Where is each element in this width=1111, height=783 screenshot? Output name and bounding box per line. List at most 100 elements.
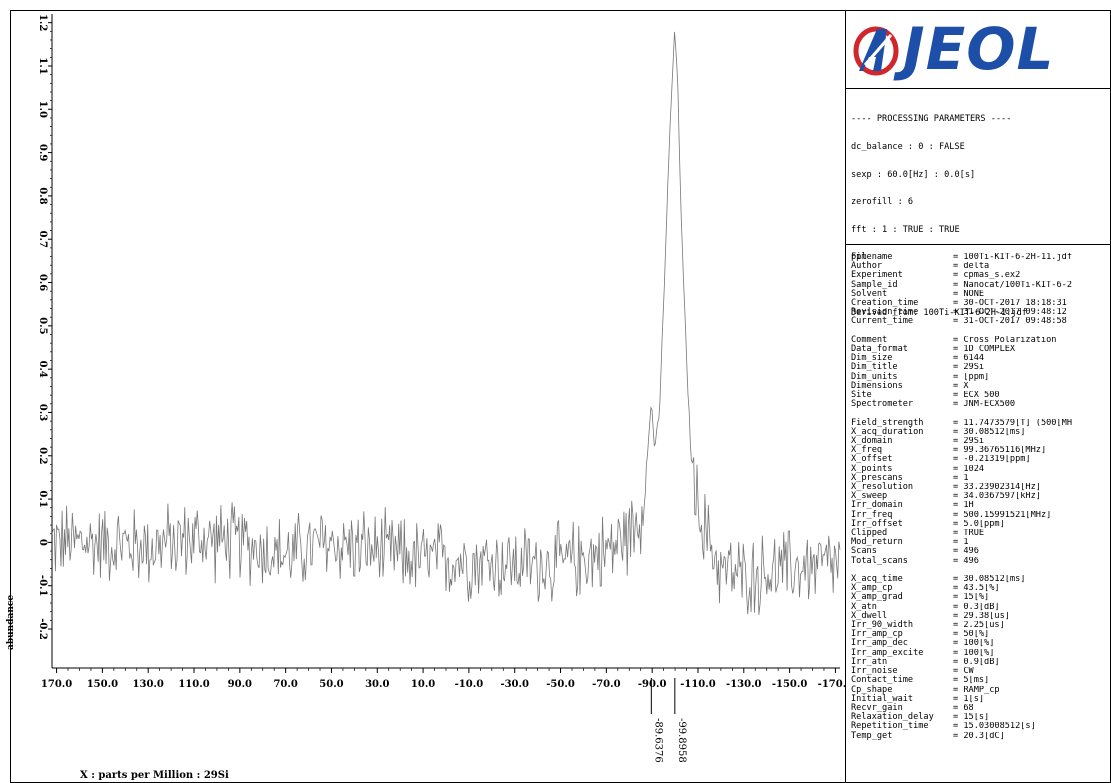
parameter-key: Dim_title bbox=[851, 362, 898, 373]
y-tick-label: 1.2 bbox=[37, 14, 48, 31]
parameter-row: Sample_id = Nanocat/100Ti-KIT-6-2 bbox=[851, 280, 1111, 290]
parameter-value: = NONE bbox=[953, 289, 985, 299]
parameter-key: Irr_amp_excite bbox=[851, 647, 924, 658]
parameter-value: = RAMP_cp bbox=[953, 685, 1000, 695]
parameter-row: Recvr_gain = 68 bbox=[851, 703, 1111, 713]
parameter-row: Irr_amp_cp = 50[%] bbox=[851, 630, 1111, 639]
parameter-key: X_domain bbox=[851, 436, 893, 447]
parameter-row: Mod_return = 1 bbox=[851, 538, 1111, 547]
parameter-row: Irr_amp_dec = 100[%] bbox=[851, 639, 1111, 648]
parameter-value: = Nanocat/100Ti-KIT-6-2 bbox=[953, 280, 1072, 290]
parameter-key: Spectrometer bbox=[851, 399, 914, 410]
jeol-logo-mark-icon bbox=[853, 26, 899, 76]
y-tick-label: 1.1 bbox=[37, 57, 48, 74]
parameter-row: X_prescans = 1 bbox=[851, 473, 1111, 483]
parameter-key: Author bbox=[851, 261, 883, 272]
parameter-row: Revision_time = 31-OCT-2017 09:48:12 bbox=[851, 308, 1111, 317]
parameter-value: = 31-OCT-2017 09:48:12 bbox=[953, 308, 1067, 318]
x-tick-label: -90.0 bbox=[638, 679, 667, 690]
processing-parameters: ---- PROCESSING PARAMETERS ---- dc_balan… bbox=[845, 93, 1111, 327]
parameter-row: Author = delta bbox=[851, 261, 1111, 272]
y-tick-label: 0.8 bbox=[37, 187, 48, 204]
parameter-key: X_resolution bbox=[851, 482, 914, 493]
parameter-value: = 30.08512[ms] bbox=[953, 575, 1026, 585]
parameter-value: = Cross Polarization bbox=[953, 335, 1057, 345]
parameter-row: X_atn = 0.3[dB] bbox=[851, 602, 1111, 612]
parameter-row: Filename = 100Ti-KIT-6-2H-11.jdf bbox=[851, 252, 1111, 262]
parameter-key: X_offset bbox=[851, 454, 893, 465]
y-tick-label: 0.3 bbox=[37, 404, 48, 421]
parameter-row: Initial_wait = 1[s] bbox=[851, 693, 1111, 704]
y-tick-label: 0.5 bbox=[37, 317, 48, 334]
parameter-value: = 1 bbox=[953, 473, 969, 483]
parameter-key: Cp_shape bbox=[851, 684, 893, 695]
parameter-key: Current_time bbox=[851, 316, 914, 327]
x-tick-label: -130.0 bbox=[726, 679, 762, 690]
x-tick-label: 50.0 bbox=[319, 679, 343, 690]
parameter-value: = 43.5[%] bbox=[953, 584, 1000, 594]
parameter-value: = -0.21319[ppm] bbox=[953, 455, 1031, 465]
parameter-row: Dimensions = X bbox=[851, 380, 1111, 391]
processing-line: sexp : 60.0[Hz] : 0.0[s] bbox=[851, 169, 976, 180]
parameter-row: X_freq = 99.36765116[MHz] bbox=[851, 446, 1111, 455]
parameter-value: = 0.9[dB] bbox=[953, 657, 1000, 667]
acquisition-parameters: Filename = 100Ti-KIT-6-2H-11.jdf Author = d… bbox=[845, 252, 1111, 741]
parameter-key: Initial_wait bbox=[851, 693, 914, 704]
parameter-row: Experiment = cpmas_s.ex2 bbox=[851, 271, 1111, 280]
jeol-logo: JEOL bbox=[845, 10, 1111, 88]
x-tick-label: -30.0 bbox=[500, 679, 529, 690]
parameter-value: = 2.25[us] bbox=[953, 621, 1005, 631]
parameter-key: Irr_atn bbox=[851, 656, 888, 667]
parameter-row: Comment = Cross Polarization bbox=[851, 335, 1111, 345]
parameter-value: = 100[%] bbox=[953, 648, 995, 658]
processing-line: ppm bbox=[851, 252, 867, 263]
peak-label: -89.6376 bbox=[652, 718, 663, 763]
parameter-value: = 11.7473579[T] (500[MH bbox=[953, 418, 1072, 428]
y-tick-label: 0.1 bbox=[37, 490, 48, 507]
parameter-value: = 496 bbox=[953, 556, 979, 566]
parameter-value: = 15[%] bbox=[953, 593, 990, 603]
x-tick-label: 170.0 bbox=[41, 679, 72, 690]
parameter-row: Solvent = NONE bbox=[851, 289, 1111, 299]
parameter-value: = 31-OCT-2017 09:48:58 bbox=[953, 317, 1067, 327]
parameter-key: Mod_return bbox=[851, 537, 903, 548]
parameter-row: X_dwell = 29.38[us] bbox=[851, 611, 1111, 621]
parameter-row: Relaxation_delay = 15[s] bbox=[851, 712, 1111, 723]
parameter-value: = 1 bbox=[953, 538, 969, 548]
parameter-value: = 5.0[ppm] bbox=[953, 519, 1005, 529]
parameter-row: Irr_offset = 5.0[ppm] bbox=[851, 519, 1111, 529]
y-tick-label: 1.0 bbox=[37, 101, 48, 118]
x-tick-label: -110.0 bbox=[680, 679, 716, 690]
parameter-key: Clipped bbox=[851, 528, 888, 539]
parameter-key: Irr_freq bbox=[851, 509, 893, 520]
parameter-row: X_amp_grad = 15[%] bbox=[851, 593, 1111, 602]
parameter-key: Irr_domain bbox=[851, 500, 903, 511]
processing-line: Derived from: 100Ti-KIT-6-2H-1.jdf bbox=[851, 307, 1027, 318]
parameter-key: Irr_90_width bbox=[851, 620, 914, 631]
x-tick-label: 150.0 bbox=[87, 679, 118, 690]
parameter-row: Site = ECX 500 bbox=[851, 390, 1111, 401]
parameter-row: X_domain = 29Si bbox=[851, 436, 1111, 447]
parameter-value: = [ppm] bbox=[953, 372, 990, 382]
parameter-key: Relaxation_delay bbox=[851, 712, 934, 723]
parameter-value: = 34.0367597[kHz] bbox=[953, 492, 1041, 502]
parameter-value: = ECX 500 bbox=[953, 391, 1000, 401]
parameter-key: Filename bbox=[851, 252, 893, 262]
x-tick-label: 10.0 bbox=[411, 679, 435, 690]
parameter-key: Total_scans bbox=[851, 555, 908, 566]
parameter-row: Scans = 496 bbox=[851, 547, 1111, 556]
parameter-key: Dimensions bbox=[851, 380, 903, 391]
parameter-row: Total_scans = 496 bbox=[851, 555, 1111, 566]
processing-line: zerofill : 6 bbox=[851, 197, 914, 208]
parameter-key: Site bbox=[851, 390, 872, 401]
parameter-value: = 100[%] bbox=[953, 639, 995, 649]
y-tick-label: 0.9 bbox=[37, 144, 48, 161]
processing-line: dc_balance : 0 : FALSE bbox=[851, 142, 965, 153]
parameter-value: = X bbox=[953, 381, 969, 391]
x-tick-label: -170.0 bbox=[818, 679, 845, 690]
x-tick-label: -70.0 bbox=[592, 679, 621, 690]
parameter-value: = 15[s] bbox=[953, 713, 990, 723]
parameter-row bbox=[851, 327, 1111, 336]
parameter-key: Irr_amp_dec bbox=[851, 638, 908, 649]
parameter-value: = 1[s] bbox=[953, 694, 985, 704]
